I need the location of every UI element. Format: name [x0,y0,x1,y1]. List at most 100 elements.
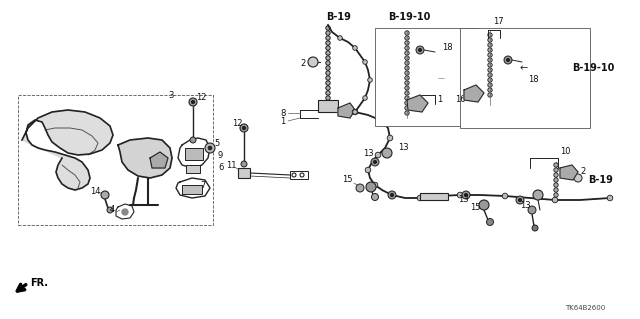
Circle shape [363,60,367,64]
Circle shape [326,76,330,80]
Polygon shape [560,165,578,180]
Circle shape [243,127,246,130]
Text: 13: 13 [363,149,374,158]
Text: 1: 1 [280,116,285,125]
Circle shape [554,173,558,177]
Circle shape [528,206,536,214]
Text: 16: 16 [455,95,466,105]
Circle shape [352,109,358,115]
Circle shape [486,219,493,226]
Text: 11: 11 [226,160,237,169]
Circle shape [190,137,196,143]
Circle shape [488,78,492,82]
Circle shape [405,111,409,115]
Text: 2: 2 [580,167,585,176]
Text: 9: 9 [218,151,223,160]
Circle shape [516,196,524,204]
Text: 13: 13 [520,201,531,210]
Circle shape [488,93,492,97]
Text: 10: 10 [560,147,570,157]
Circle shape [405,41,409,45]
Circle shape [387,135,393,141]
Circle shape [356,184,364,192]
Bar [238,168,250,178]
Text: 15: 15 [342,175,353,184]
Circle shape [326,36,330,40]
Circle shape [488,58,492,62]
Circle shape [205,143,215,153]
Circle shape [405,51,409,55]
Circle shape [405,106,409,110]
Bar [185,148,203,160]
Circle shape [326,91,330,95]
Circle shape [488,53,492,57]
Circle shape [419,48,422,51]
Circle shape [532,225,538,231]
Circle shape [326,86,330,90]
Circle shape [405,96,409,100]
Circle shape [554,193,558,197]
Bar [375,28,477,126]
Text: 12: 12 [232,120,243,129]
Polygon shape [338,103,355,118]
Circle shape [488,88,492,92]
Text: 3: 3 [168,91,173,100]
Circle shape [122,209,128,215]
Text: 17: 17 [493,18,504,26]
Circle shape [457,192,463,198]
Text: 4: 4 [110,205,115,214]
Text: FR.: FR. [30,278,48,288]
Bar [460,28,590,128]
Circle shape [389,192,395,198]
Circle shape [241,161,247,167]
Circle shape [189,98,197,106]
Circle shape [371,194,378,201]
Text: 8: 8 [280,108,285,117]
Circle shape [377,117,383,123]
Polygon shape [407,95,428,112]
Circle shape [353,46,357,50]
Circle shape [101,191,109,199]
Text: 7: 7 [200,181,205,189]
Text: 18: 18 [528,76,539,85]
Polygon shape [118,138,172,178]
Text: B-19: B-19 [588,175,613,185]
Circle shape [372,182,378,188]
Circle shape [479,200,489,210]
Bar [186,165,200,173]
Text: —: — [438,75,445,81]
Circle shape [405,56,409,60]
Text: 13: 13 [398,144,408,152]
Circle shape [363,96,367,100]
Circle shape [338,36,342,40]
Circle shape [374,160,376,164]
Bar [290,171,308,179]
Circle shape [488,33,492,37]
Text: 5: 5 [214,138,220,147]
Circle shape [506,58,509,62]
Circle shape [405,66,409,70]
Circle shape [353,110,357,114]
Circle shape [388,191,396,199]
Polygon shape [22,110,113,190]
Bar [420,193,448,200]
Circle shape [405,31,409,35]
Circle shape [326,56,330,60]
Circle shape [326,81,330,85]
Circle shape [405,91,409,95]
Text: B-19: B-19 [326,12,351,22]
Circle shape [417,195,423,201]
Polygon shape [464,85,484,102]
Circle shape [533,190,543,200]
Circle shape [390,194,394,197]
Text: 15: 15 [470,204,481,212]
Circle shape [554,178,558,182]
Text: B-19-10: B-19-10 [572,63,614,73]
Circle shape [308,57,318,67]
Text: ←: ← [520,63,528,73]
Circle shape [382,148,392,158]
Text: 12: 12 [196,93,207,102]
Circle shape [326,61,330,65]
Circle shape [465,194,467,197]
Circle shape [405,76,409,80]
